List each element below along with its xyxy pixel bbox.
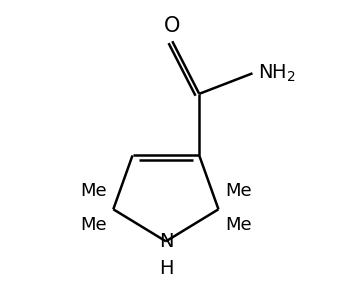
Text: O: O [164,16,180,36]
Text: Me: Me [225,182,252,200]
Text: Me: Me [80,182,107,200]
Text: Me: Me [80,216,107,234]
Text: H: H [159,259,173,278]
Text: Me: Me [225,216,252,234]
Text: NH$_2$: NH$_2$ [258,63,296,84]
Text: N: N [159,232,173,251]
